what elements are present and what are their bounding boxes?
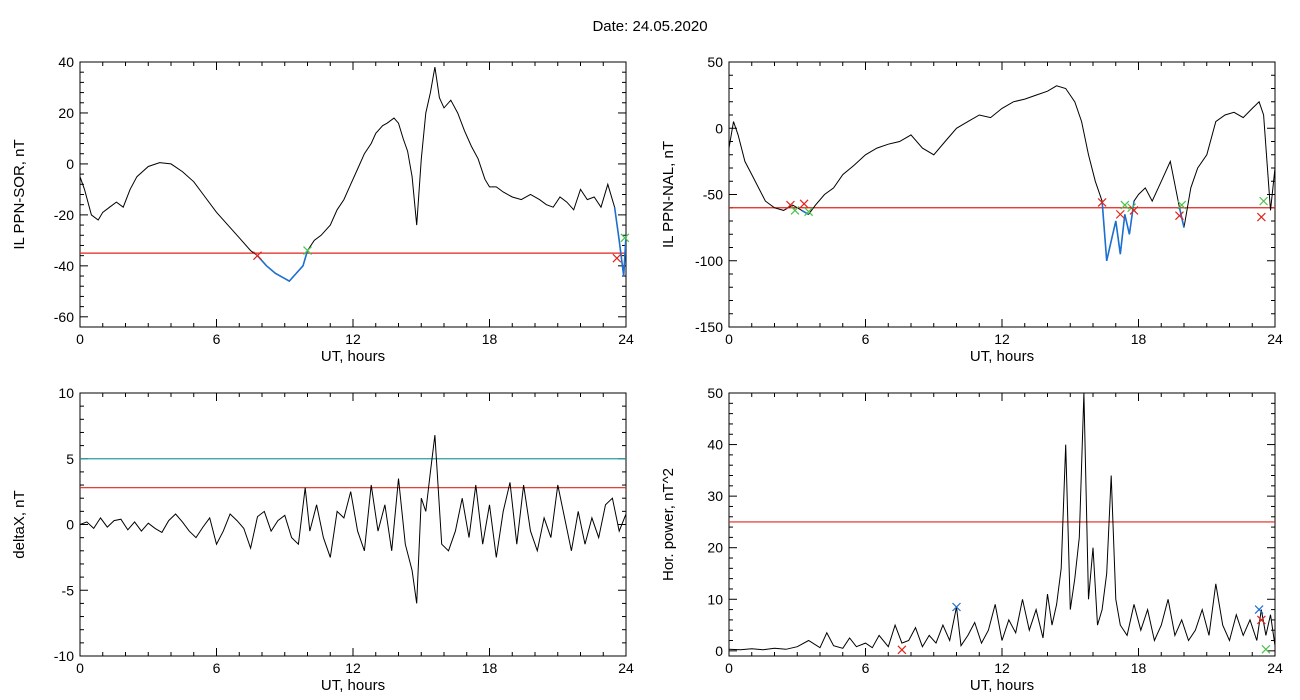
x-tick-label: 24 bbox=[1267, 331, 1283, 347]
x-tick-label: 0 bbox=[76, 660, 84, 676]
event-marker bbox=[620, 233, 630, 243]
event-marker bbox=[804, 207, 814, 217]
y-axis-label: IL PPN-NAL, nT bbox=[660, 141, 677, 248]
y-tick-label: 20 bbox=[707, 540, 723, 556]
highlight-segment bbox=[256, 250, 309, 283]
event-marker bbox=[1177, 200, 1187, 210]
event-marker bbox=[1256, 212, 1266, 222]
x-tick-label: 24 bbox=[618, 331, 634, 347]
data-layer bbox=[80, 435, 626, 604]
y-tick-label: 20 bbox=[58, 105, 74, 121]
series-line bbox=[80, 67, 626, 282]
event-marker bbox=[897, 645, 907, 655]
y-tick-label: 0 bbox=[66, 156, 74, 172]
y-tick-label: -150 bbox=[695, 319, 723, 335]
event-marker bbox=[1115, 209, 1125, 219]
x-tick-label: 0 bbox=[725, 331, 733, 347]
plot-frame bbox=[79, 392, 627, 657]
y-tick-label: 40 bbox=[58, 54, 74, 70]
y-tick-label: -40 bbox=[54, 258, 74, 274]
event-marker bbox=[612, 253, 622, 263]
x-tick-label: 6 bbox=[213, 660, 221, 676]
event-marker bbox=[253, 251, 262, 261]
y-tick-label: -100 bbox=[695, 253, 723, 269]
y-axis-label: IL PPN-SOR, nT bbox=[11, 139, 28, 249]
event-marker bbox=[790, 205, 800, 215]
y-axis-label: deltaX, nT bbox=[11, 490, 28, 558]
x-tick-label: 0 bbox=[725, 660, 733, 676]
plot-frame bbox=[728, 61, 1276, 328]
x-tick-label: 12 bbox=[994, 331, 1010, 347]
x-tick-label: 24 bbox=[618, 660, 634, 676]
y-tick-label: 40 bbox=[707, 437, 723, 453]
y-tick-label: 50 bbox=[707, 54, 723, 70]
highlight-segment bbox=[801, 209, 810, 216]
page-title: Date: 24.05.2020 bbox=[592, 18, 708, 35]
y-tick-label: -50 bbox=[703, 187, 723, 203]
data-layer bbox=[729, 85, 1275, 261]
y-tick-label: 10 bbox=[707, 591, 723, 607]
x-axis-label: UT, hours bbox=[321, 677, 385, 694]
chart-panel-2: 0 6 12 18 24 50 0 -50 -100 -150 UT, hours IL PPN-NA… bbox=[660, 54, 1283, 365]
data-layer bbox=[729, 393, 1275, 651]
x-axis-label: UT, hours bbox=[970, 677, 1034, 694]
event-marker bbox=[1256, 615, 1266, 625]
chart-panel-3: 0 6 12 18 24 10 5 0 -5 -10 UT, hours deltaX, nT bbox=[11, 385, 634, 694]
event-marker bbox=[1129, 205, 1139, 215]
x-tick-label: 12 bbox=[345, 331, 361, 347]
y-tick-label: 30 bbox=[707, 488, 723, 504]
series-line bbox=[729, 85, 1275, 261]
highlight-segment bbox=[1101, 200, 1135, 261]
y-tick-label: -10 bbox=[54, 648, 74, 664]
x-tick-label: 24 bbox=[1267, 660, 1283, 676]
y-tick-label: -60 bbox=[54, 309, 74, 325]
event-marker bbox=[799, 199, 809, 209]
x-tick-label: 6 bbox=[862, 660, 870, 676]
y-tick-label: 10 bbox=[58, 385, 74, 401]
event-marker bbox=[1097, 198, 1107, 207]
x-tick-label: 18 bbox=[1131, 660, 1147, 676]
event-marker bbox=[1261, 644, 1271, 654]
x-tick-label: 12 bbox=[994, 660, 1010, 676]
y-tick-label: 0 bbox=[715, 643, 723, 659]
plot-frame bbox=[728, 392, 1276, 657]
y-tick-label: -5 bbox=[62, 582, 75, 598]
x-tick-label: 6 bbox=[862, 331, 870, 347]
x-tick-label: 6 bbox=[213, 331, 221, 347]
x-axis-label: UT, hours bbox=[970, 348, 1034, 365]
x-tick-label: 18 bbox=[482, 660, 498, 676]
x-tick-label: 18 bbox=[1131, 331, 1147, 347]
event-marker bbox=[952, 602, 961, 612]
event-marker bbox=[1254, 605, 1264, 615]
highlight-segment bbox=[613, 207, 626, 277]
series-line bbox=[80, 435, 626, 604]
y-tick-label: 50 bbox=[707, 385, 723, 401]
chart-panel-4: 0 6 12 18 24 50 40 30 20 10 0 UT, hours Hor. power, … bbox=[660, 385, 1283, 694]
x-axis-label: UT, hours bbox=[321, 348, 385, 365]
y-tick-label: 0 bbox=[66, 517, 74, 533]
x-tick-label: 0 bbox=[76, 331, 84, 347]
x-tick-label: 18 bbox=[482, 331, 498, 347]
data-layer bbox=[80, 67, 626, 283]
y-tick-label: -20 bbox=[54, 207, 74, 223]
event-marker bbox=[1175, 211, 1184, 221]
y-axis-label: Hor. power, nT^2 bbox=[660, 468, 677, 581]
y-tick-label: 0 bbox=[715, 120, 723, 136]
event-marker bbox=[1259, 196, 1269, 206]
chart-panel-1: 0 6 12 18 24 40 20 0 -20 -40 -60 UT, hours IL PPN-SO… bbox=[11, 54, 634, 365]
plot-frame bbox=[79, 61, 627, 328]
event-marker bbox=[303, 246, 312, 255]
x-tick-label: 12 bbox=[345, 660, 361, 676]
series-line bbox=[729, 393, 1275, 651]
event-marker bbox=[1120, 200, 1130, 210]
y-tick-label: 5 bbox=[66, 451, 74, 467]
